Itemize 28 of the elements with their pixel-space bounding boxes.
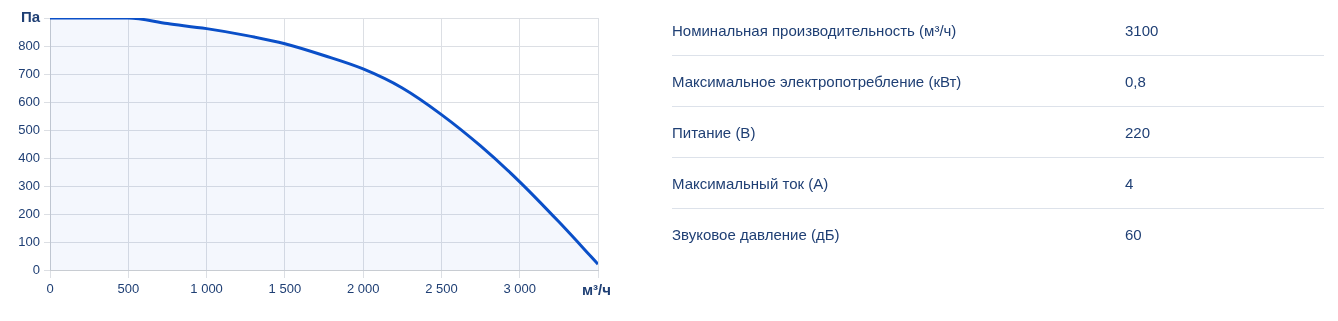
y-tick-label: 200 — [18, 205, 40, 221]
x-tick-label: 1 000 — [190, 281, 223, 297]
x-tick-label: 3 000 — [503, 281, 536, 297]
y-tick-label: 800 — [18, 37, 40, 53]
y-tick-label: 0 — [32, 261, 40, 277]
y-tick-label: 700 — [18, 65, 40, 81]
y-tick-label: 600 — [18, 93, 40, 109]
category-label: Звуковое давление (дБ) — [672, 225, 841, 243]
text: 220 — [1125, 123, 1151, 141]
x-tick-label: 1 500 — [268, 281, 302, 297]
y-tick-label: 500 — [18, 121, 40, 137]
category-label: Максимальное электропотребление (кВт) — [672, 72, 963, 90]
y-tick-label: 400 — [18, 149, 40, 165]
y-tick-label: 100 — [18, 233, 40, 249]
x-tick-label: 0 — [46, 281, 54, 297]
category-label: Номинальная производительность (м³/ч) — [672, 21, 958, 39]
text: 3100 — [1125, 21, 1159, 39]
x-tick-label: 2 500 — [425, 281, 458, 297]
category-label: Максимальный ток (А) — [672, 174, 830, 192]
text: 60 — [1125, 225, 1142, 243]
y-tick-label: 300 — [18, 177, 40, 193]
x-tick-label: 2 000 — [346, 281, 380, 297]
text: 0,8 — [1125, 72, 1146, 90]
x-axis-title: м³/ч — [582, 281, 611, 299]
y-axis-title: Па — [20, 8, 41, 26]
x-tick-label: 500 — [117, 281, 140, 297]
category-label: Питание (В) — [672, 123, 757, 141]
text: 4 — [1125, 174, 1134, 192]
